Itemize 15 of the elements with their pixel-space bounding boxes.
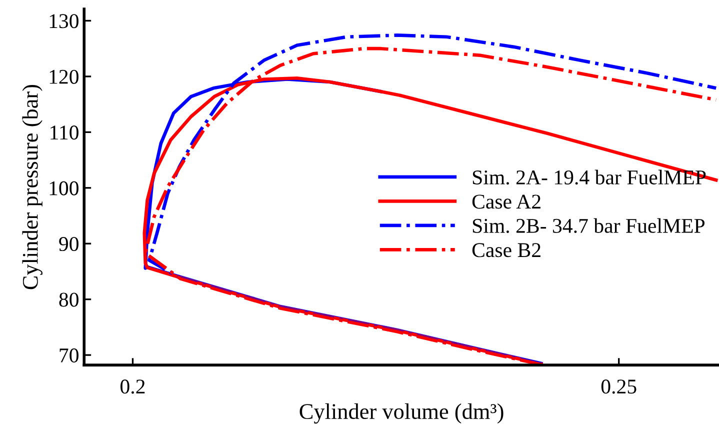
x-tick-label: 0.2 [120,380,145,394]
x-axis-title: Cylinder volume (dm³) [300,403,504,424]
y-tick-label: 100 [50,181,78,196]
legend-label: Case A2 [472,194,540,209]
legend-label: Case B2 [472,243,540,258]
y-tick-label: 120 [50,70,78,84]
y-tick-label: 130 [50,14,78,28]
legend-label: Sim. 2B- 34.7 bar FuelMEP [472,218,705,234]
y-tick-label: 70 [60,348,78,362]
y-axis-title: Cylinder pressure (bar) [22,84,42,290]
y-tick-label: 110 [50,126,78,140]
y-tick-label: 80 [59,292,78,307]
x-tick-label: 0.25 [601,380,636,394]
y-tick-label: 90 [59,236,78,252]
legend-label: Sim. 2A- 19.4 bar FuelMEP [472,170,706,185]
